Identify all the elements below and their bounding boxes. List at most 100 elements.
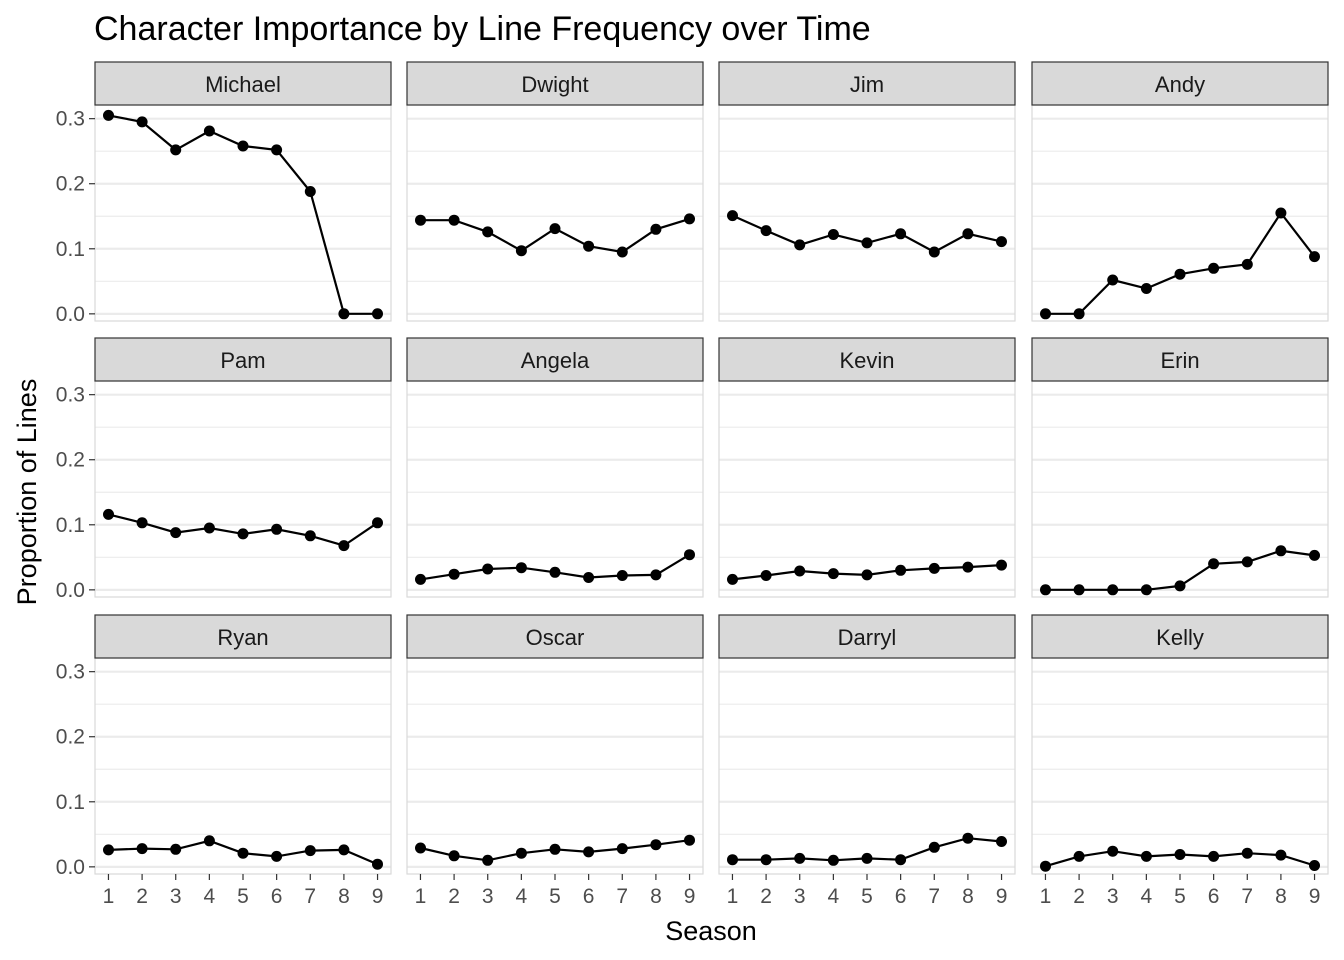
x-tick-label: 9 (1309, 885, 1321, 908)
y-tick-label: 0.0 (56, 303, 85, 326)
data-point-season-1 (1040, 860, 1051, 872)
data-point-season-8 (338, 308, 350, 320)
data-point-season-2 (136, 517, 148, 529)
y-tick-label: 0.3 (56, 661, 85, 684)
data-point-season-5 (861, 237, 873, 249)
data-point-season-1 (727, 573, 738, 585)
facet-panel-darryl: Darryl (718, 614, 1016, 875)
panel-background (95, 658, 391, 874)
x-tick-label: 9 (372, 885, 384, 908)
data-point-season-8 (650, 839, 662, 851)
data-point-season-2 (760, 570, 772, 581)
data-point-season-5 (549, 223, 561, 235)
data-point-season-6 (583, 240, 595, 252)
data-point-season-9 (684, 549, 695, 561)
facet-strip (94, 61, 392, 106)
data-point-season-8 (1275, 207, 1287, 219)
data-point-season-2 (1073, 584, 1085, 596)
facet-strip (718, 614, 1016, 659)
data-point-season-8 (962, 832, 974, 844)
data-point-season-6 (583, 846, 595, 858)
panel-background (95, 105, 391, 321)
facet-strip (1031, 614, 1329, 659)
x-tick-label: 4 (1141, 885, 1153, 908)
data-point-season-4 (515, 245, 527, 257)
facet-panel-andy: Andy (1031, 61, 1329, 322)
facet-panel-ryan: Ryan (94, 614, 392, 875)
data-point-season-9 (372, 308, 383, 320)
x-tick-label: 6 (271, 885, 283, 908)
data-point-season-4 (203, 522, 215, 534)
data-point-season-5 (861, 569, 873, 581)
data-point-season-8 (650, 223, 662, 235)
data-point-season-3 (794, 852, 806, 864)
data-point-season-1 (415, 842, 426, 854)
data-point-season-7 (1241, 847, 1253, 859)
y-axis-title: Proportion of Lines (12, 379, 42, 606)
data-point-season-6 (271, 523, 283, 535)
y-tick-label: 0.3 (56, 384, 85, 407)
data-point-season-6 (1208, 558, 1220, 570)
data-point-season-4 (203, 835, 215, 847)
data-point-season-1 (415, 214, 426, 226)
data-point-season-7 (304, 845, 316, 857)
data-point-season-3 (794, 239, 806, 251)
facet-strip (1031, 61, 1329, 106)
data-point-season-3 (482, 226, 494, 238)
data-point-season-8 (338, 540, 350, 552)
data-point-season-6 (271, 144, 283, 156)
x-tick-label: 2 (136, 885, 148, 908)
x-tick-label: 7 (928, 885, 940, 908)
x-tick-label: 1 (103, 885, 115, 908)
x-tick-label: 2 (1073, 885, 1085, 908)
y-axis: 0.0 0.1 0.2 0.3 0.0 0.1 0.2 0.3 0.0 0.1 0.2 0.3 (56, 108, 95, 879)
data-point-season-9 (996, 236, 1007, 248)
data-point-season-3 (170, 527, 182, 539)
data-point-season-8 (962, 228, 974, 240)
facet-strip-label: Kelly (1156, 625, 1204, 650)
x-tick-label: 3 (794, 885, 806, 908)
data-point-season-1 (103, 508, 114, 520)
x-tick-label: 8 (338, 885, 350, 908)
data-point-season-1 (415, 573, 426, 585)
facet-panel-oscar: Oscar (406, 614, 704, 875)
y-tick-label: 0.0 (56, 579, 85, 602)
facet-strip-label: Darryl (838, 625, 897, 650)
facet-strip (406, 61, 704, 106)
facet-strip (406, 614, 704, 659)
data-point-season-8 (962, 561, 974, 573)
data-point-season-9 (684, 213, 695, 225)
data-point-season-9 (1309, 549, 1320, 561)
x-tick-label: 9 (996, 885, 1008, 908)
data-point-season-8 (650, 569, 662, 581)
facet-panel-angela: Angela (406, 337, 704, 598)
y-tick-label: 0.1 (56, 238, 85, 261)
data-point-season-3 (482, 563, 494, 575)
facet-strip-label: Andy (1155, 72, 1205, 97)
data-point-season-7 (616, 570, 628, 581)
data-point-season-3 (1107, 584, 1119, 596)
x-tick-label: 9 (684, 885, 696, 908)
x-tick-label: 5 (549, 885, 561, 908)
x-tick-label: 3 (482, 885, 494, 908)
facet-panel-pam: Pam (94, 337, 392, 598)
y-tick-label: 0.0 (56, 856, 85, 879)
data-point-season-7 (304, 186, 316, 197)
panel-background (407, 658, 703, 874)
data-point-season-4 (203, 125, 215, 137)
x-tick-label: 6 (1208, 885, 1220, 908)
data-point-season-4 (515, 847, 527, 859)
data-point-season-6 (271, 850, 283, 862)
x-tick-label: 3 (170, 885, 182, 908)
panel-background (95, 381, 391, 597)
data-point-season-2 (136, 116, 148, 128)
chart-title: Character Importance by Line Frequency o… (94, 10, 871, 48)
x-tick-label: 5 (1174, 885, 1186, 908)
data-point-season-7 (1241, 556, 1253, 568)
data-point-season-3 (170, 144, 182, 156)
data-point-season-2 (760, 225, 772, 237)
x-tick-label: 2 (760, 885, 772, 908)
facet-strip (718, 337, 1016, 382)
facet-panel-dwight: Dwight (406, 61, 704, 322)
